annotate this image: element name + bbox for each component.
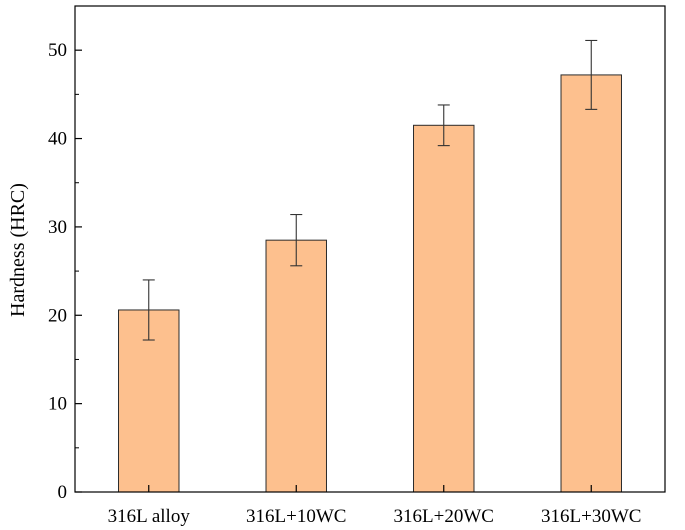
y-tick-label: 20 — [48, 305, 67, 326]
x-tick-label: 316L+20WC — [394, 506, 494, 527]
bar — [265, 239, 327, 493]
y-tick-label: 40 — [48, 129, 67, 150]
plot-frame — [74, 5, 666, 493]
y-tick-label: 10 — [48, 394, 67, 415]
y-axis-label: Hardness (HRC) — [7, 183, 29, 317]
y-tick-label: 50 — [48, 40, 67, 61]
bars-group — [118, 74, 622, 493]
x-axis-ticks: 316L alloy 316L+10WC 316L+20WC 316L+30WC — [108, 485, 641, 527]
x-tick-label: 316L+30WC — [541, 506, 641, 527]
x-tick-label: 316L alloy — [108, 506, 191, 527]
y-axis-ticks: 0 10 20 30 40 50 — [48, 5, 82, 503]
y-tick-label: 0 — [58, 482, 68, 503]
x-tick-label: 316L+10WC — [246, 506, 346, 527]
bar — [560, 74, 622, 493]
y-tick-label: 30 — [48, 217, 67, 238]
error-bars-group — [142, 39, 598, 341]
bar — [413, 124, 475, 493]
